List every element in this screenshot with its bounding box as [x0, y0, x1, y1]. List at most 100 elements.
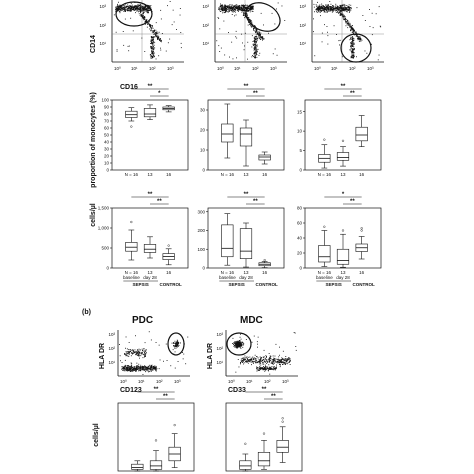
event-dot: [270, 368, 272, 370]
event-dot: [351, 32, 353, 33]
event-dot: [337, 6, 339, 8]
y-tick-label: 15: [297, 109, 303, 114]
event-dot: [252, 24, 254, 26]
event-dot: [138, 349, 140, 351]
event-dot: [152, 367, 154, 369]
event-dot: [358, 41, 360, 42]
event-dot: [177, 340, 179, 342]
y-tick-label: 30: [200, 108, 206, 113]
n-label: 13: [243, 172, 249, 177]
event-dot: [187, 336, 189, 338]
event-dot: [237, 344, 239, 346]
event-dot: [263, 369, 265, 370]
event-dot: [129, 5, 130, 7]
event-dot: [132, 353, 133, 355]
event-dot: [260, 39, 261, 40]
event-dot: [230, 7, 232, 9]
y-tick: 10²: [202, 23, 209, 28]
event-dot: [259, 365, 261, 367]
event-dot: [269, 357, 271, 359]
event-dot: [265, 366, 267, 368]
y-tick: 10³: [216, 332, 223, 337]
event-dot: [254, 54, 256, 56]
event-dot: [257, 32, 259, 34]
event-dot: [153, 368, 155, 370]
event-dot: [136, 353, 137, 354]
event-dot: [239, 336, 241, 338]
event-dot: [265, 357, 267, 358]
event-dot: [264, 361, 266, 362]
event-dot: [229, 9, 231, 11]
y-tick-label: 300: [197, 209, 205, 214]
event-dot: [245, 16, 246, 18]
event-dot: [137, 350, 139, 352]
event-dot: [165, 343, 167, 345]
event-dot: [143, 367, 145, 368]
event-dot: [160, 38, 161, 39]
event-dot: [268, 366, 270, 368]
event-dot: [328, 5, 330, 7]
event-dot: [350, 37, 352, 38]
box: [143, 108, 157, 118]
event-dot: [295, 349, 297, 351]
event-dot: [260, 12, 262, 14]
event-dot: [235, 36, 237, 38]
event-dot: [258, 361, 260, 363]
event-dot: [255, 357, 256, 359]
event-dot: [135, 352, 137, 354]
event-dot: [268, 358, 270, 360]
event-dot: [350, 4, 352, 6]
y-tick-label: 10: [104, 161, 110, 166]
gate-circle: [245, 2, 281, 32]
event-dot: [143, 19, 145, 21]
event-dot: [128, 370, 130, 371]
event-dot: [153, 47, 155, 49]
event-dot: [243, 12, 245, 14]
event-dot: [250, 9, 252, 11]
event-dot: [130, 10, 132, 11]
event-dot: [356, 7, 358, 9]
event-dot: [259, 31, 261, 33]
event-dot: [146, 8, 148, 10]
outlier: [167, 244, 170, 247]
event-dot: [263, 369, 265, 370]
event-dot: [136, 9, 138, 11]
event-dot: [259, 34, 261, 36]
event-dot: [265, 368, 267, 370]
event-dot: [177, 343, 179, 344]
event-dot: [263, 367, 265, 369]
event-dot: [151, 50, 153, 52]
event-dot: [130, 355, 132, 357]
event-dot: [346, 9, 348, 10]
event-dot: [351, 55, 353, 57]
event-dot: [253, 40, 255, 42]
event-dot: [341, 6, 342, 8]
event-dot: [343, 4, 345, 6]
event-dot: [342, 15, 343, 17]
event-dot: [239, 347, 241, 349]
event-dot: [149, 21, 150, 23]
event-dot: [289, 364, 291, 365]
event-dot: [327, 43, 329, 45]
event-dot: [283, 359, 285, 361]
x-tick: 10²: [252, 66, 259, 71]
event-dot: [318, 9, 319, 11]
event-dot: [348, 4, 350, 6]
event-dot: [145, 8, 147, 10]
event-dot: [147, 10, 149, 12]
event-dot: [147, 23, 148, 25]
event-dot: [166, 360, 168, 361]
event-dot: [321, 3, 323, 5]
event-dot: [169, 38, 171, 40]
event-dot: [156, 368, 158, 370]
event-dot: [251, 7, 253, 9]
event-dot: [135, 6, 137, 8]
event-dot: [132, 7, 133, 8]
event-dot: [313, 31, 314, 33]
event-dot: [249, 23, 250, 25]
event-dot: [158, 38, 160, 40]
event-dot: [174, 347, 175, 349]
event-dot: [244, 9, 246, 11]
event-dot: [270, 368, 271, 370]
